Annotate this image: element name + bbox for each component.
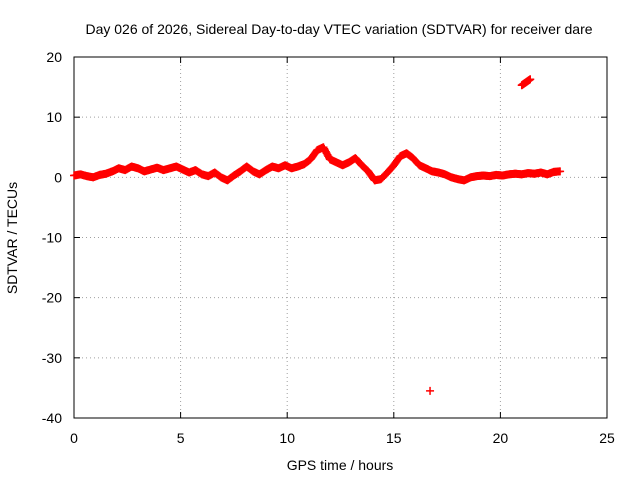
- x-tick-labels: 0 5 10 15 20 25: [70, 430, 615, 446]
- y-tick-label: 0: [54, 169, 62, 185]
- data-point: [556, 167, 565, 176]
- y-tick-label: -30: [42, 350, 62, 366]
- data-point: [426, 386, 435, 395]
- x-axis-label: GPS time / hours: [287, 457, 394, 473]
- y-tick-label: -40: [42, 410, 62, 426]
- data-points: [70, 75, 565, 395]
- x-tick-label: 10: [279, 430, 295, 446]
- x-tick-label: 15: [386, 430, 402, 446]
- y-tick-label: 10: [46, 109, 62, 125]
- y-tick-labels: -40 -30 -20 -10 0 10 20: [42, 49, 62, 426]
- x-tick-label: 5: [177, 430, 185, 446]
- plot-frame: [73, 56, 608, 419]
- x-tick-label: 0: [70, 430, 78, 446]
- y-tick-label: -20: [42, 290, 62, 306]
- y-tick-label: -10: [42, 230, 62, 246]
- x-tick-label: 25: [599, 430, 615, 446]
- x-tick-label: 20: [493, 430, 509, 446]
- y-axis-label: SDTVAR / TECUs: [4, 182, 20, 294]
- grid-lines: [74, 57, 607, 418]
- data-point: [526, 75, 535, 84]
- chart-title: Day 026 of 2026, Sidereal Day-to-day VTE…: [85, 21, 592, 37]
- y-tick-label: 20: [46, 49, 62, 65]
- axis-ticks: [73, 56, 608, 419]
